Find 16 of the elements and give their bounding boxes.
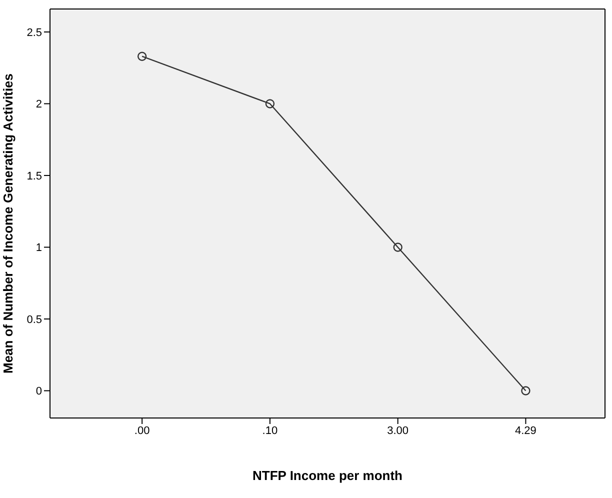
point bbox=[521, 386, 530, 396]
x-tick-label: .10 bbox=[262, 424, 278, 437]
y-tick-label: 2.5 bbox=[26, 26, 42, 39]
point bbox=[393, 242, 402, 252]
x-axis-title: NTFP Income per month bbox=[252, 468, 403, 483]
y-tick-label: 1 bbox=[36, 242, 42, 254]
x-tick-label: .00 bbox=[134, 424, 150, 437]
y-tick-label: 0.5 bbox=[26, 314, 42, 326]
y-tick-label: 1.5 bbox=[26, 170, 42, 182]
x-tick-label: 4.29 bbox=[515, 424, 536, 437]
y-tick-label: 2 bbox=[36, 98, 42, 111]
point bbox=[265, 99, 275, 108]
x-tick-label: 3.00 bbox=[387, 424, 409, 437]
point bbox=[137, 52, 147, 61]
y-tick-label: 0 bbox=[36, 386, 42, 398]
y-axis-title: Mean of Number of Income Generating Activities bbox=[0, 73, 16, 374]
